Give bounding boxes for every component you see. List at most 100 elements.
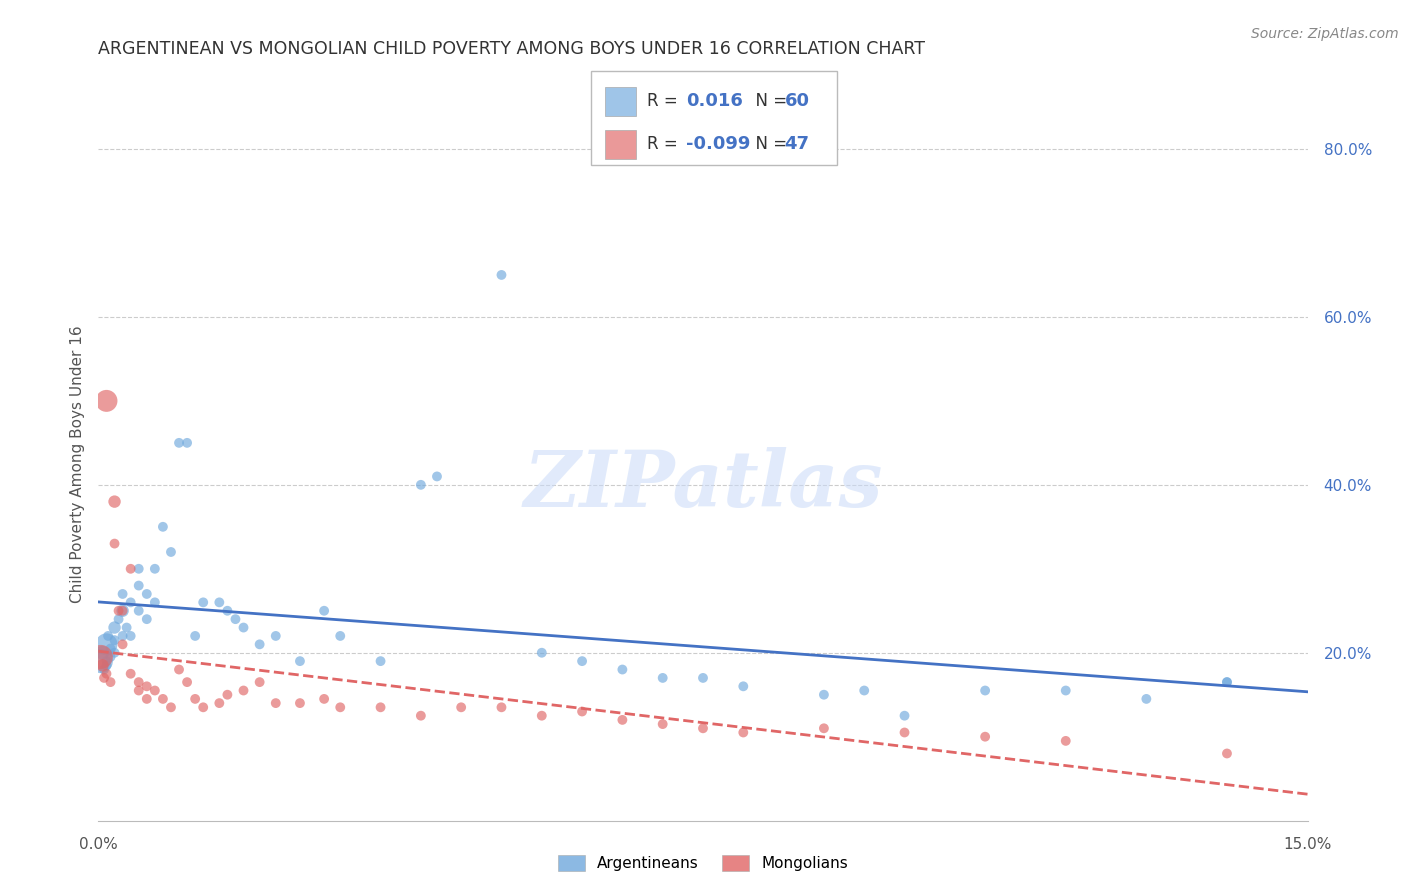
Point bbox=[152, 692, 174, 706]
Text: N =: N = bbox=[745, 136, 793, 153]
Point bbox=[91, 646, 114, 660]
Point bbox=[571, 654, 593, 668]
Point bbox=[120, 562, 142, 576]
Point bbox=[135, 679, 157, 693]
Point bbox=[530, 646, 553, 660]
Point bbox=[100, 675, 122, 690]
Point bbox=[329, 700, 352, 714]
Point bbox=[96, 654, 118, 668]
Point bbox=[167, 663, 190, 677]
Point bbox=[249, 637, 271, 651]
Point bbox=[426, 469, 449, 483]
Point bbox=[100, 641, 122, 656]
Point bbox=[120, 666, 142, 681]
Point bbox=[692, 671, 714, 685]
Point bbox=[813, 688, 835, 702]
Point bbox=[176, 675, 198, 690]
Point bbox=[90, 649, 112, 664]
Point bbox=[733, 725, 755, 739]
Point bbox=[893, 708, 915, 723]
Point bbox=[409, 708, 432, 723]
Legend: Argentineans, Mongolians: Argentineans, Mongolians bbox=[551, 849, 855, 877]
Point bbox=[612, 713, 634, 727]
Point bbox=[143, 562, 166, 576]
Point bbox=[152, 520, 174, 534]
Point bbox=[93, 671, 115, 685]
Point bbox=[314, 692, 336, 706]
Point bbox=[974, 730, 997, 744]
Text: ARGENTINEAN VS MONGOLIAN CHILD POVERTY AMONG BOYS UNDER 16 CORRELATION CHART: ARGENTINEAN VS MONGOLIAN CHILD POVERTY A… bbox=[98, 40, 925, 58]
Point bbox=[103, 621, 125, 635]
Point bbox=[217, 688, 239, 702]
Point bbox=[249, 675, 271, 690]
Point bbox=[160, 545, 183, 559]
Text: 60: 60 bbox=[785, 93, 810, 111]
Point bbox=[571, 705, 593, 719]
Point bbox=[167, 435, 190, 450]
Point bbox=[224, 612, 246, 626]
Point bbox=[491, 700, 513, 714]
Point bbox=[329, 629, 352, 643]
Point bbox=[1216, 675, 1239, 690]
Point bbox=[1054, 683, 1077, 698]
Point bbox=[97, 629, 120, 643]
Point bbox=[409, 478, 432, 492]
Point bbox=[120, 595, 142, 609]
Point bbox=[193, 595, 215, 609]
Point bbox=[232, 621, 254, 635]
Point bbox=[893, 725, 915, 739]
Point bbox=[853, 683, 876, 698]
Point bbox=[103, 536, 125, 550]
Point bbox=[120, 629, 142, 643]
Point bbox=[370, 654, 392, 668]
Text: R =: R = bbox=[647, 136, 683, 153]
Point bbox=[450, 700, 472, 714]
Point bbox=[103, 494, 125, 508]
Point bbox=[128, 675, 150, 690]
Point bbox=[692, 721, 714, 735]
Point bbox=[813, 721, 835, 735]
Point bbox=[96, 658, 118, 673]
Point bbox=[193, 700, 215, 714]
Point bbox=[91, 658, 114, 673]
Point bbox=[208, 595, 231, 609]
Point bbox=[1135, 692, 1157, 706]
Point bbox=[974, 683, 997, 698]
Text: -0.099: -0.099 bbox=[686, 136, 751, 153]
Point bbox=[184, 629, 207, 643]
Point bbox=[100, 649, 122, 664]
Point bbox=[1054, 734, 1077, 748]
Point bbox=[612, 663, 634, 677]
Point bbox=[135, 587, 157, 601]
Point bbox=[128, 683, 150, 698]
Text: R =: R = bbox=[647, 93, 683, 111]
Point bbox=[143, 683, 166, 698]
Point bbox=[128, 578, 150, 592]
Point bbox=[90, 654, 112, 668]
Point bbox=[128, 604, 150, 618]
Text: ZIPatlas: ZIPatlas bbox=[523, 447, 883, 524]
Point bbox=[184, 692, 207, 706]
Point bbox=[135, 612, 157, 626]
Text: 0.016: 0.016 bbox=[686, 93, 742, 111]
Point bbox=[111, 604, 134, 618]
Point bbox=[128, 562, 150, 576]
Point bbox=[93, 663, 115, 677]
Point bbox=[96, 393, 118, 408]
Point bbox=[135, 692, 157, 706]
Point bbox=[217, 604, 239, 618]
Point bbox=[160, 700, 183, 714]
Point bbox=[107, 604, 129, 618]
Point bbox=[111, 604, 134, 618]
Point bbox=[232, 683, 254, 698]
Point bbox=[264, 629, 287, 643]
Point bbox=[288, 696, 311, 710]
Point bbox=[1216, 675, 1239, 690]
Point bbox=[96, 637, 118, 651]
Point bbox=[264, 696, 287, 710]
Y-axis label: Child Poverty Among Boys Under 16: Child Poverty Among Boys Under 16 bbox=[69, 325, 84, 603]
Point bbox=[115, 621, 138, 635]
Point bbox=[314, 604, 336, 618]
Text: 47: 47 bbox=[785, 136, 810, 153]
Point bbox=[111, 629, 134, 643]
